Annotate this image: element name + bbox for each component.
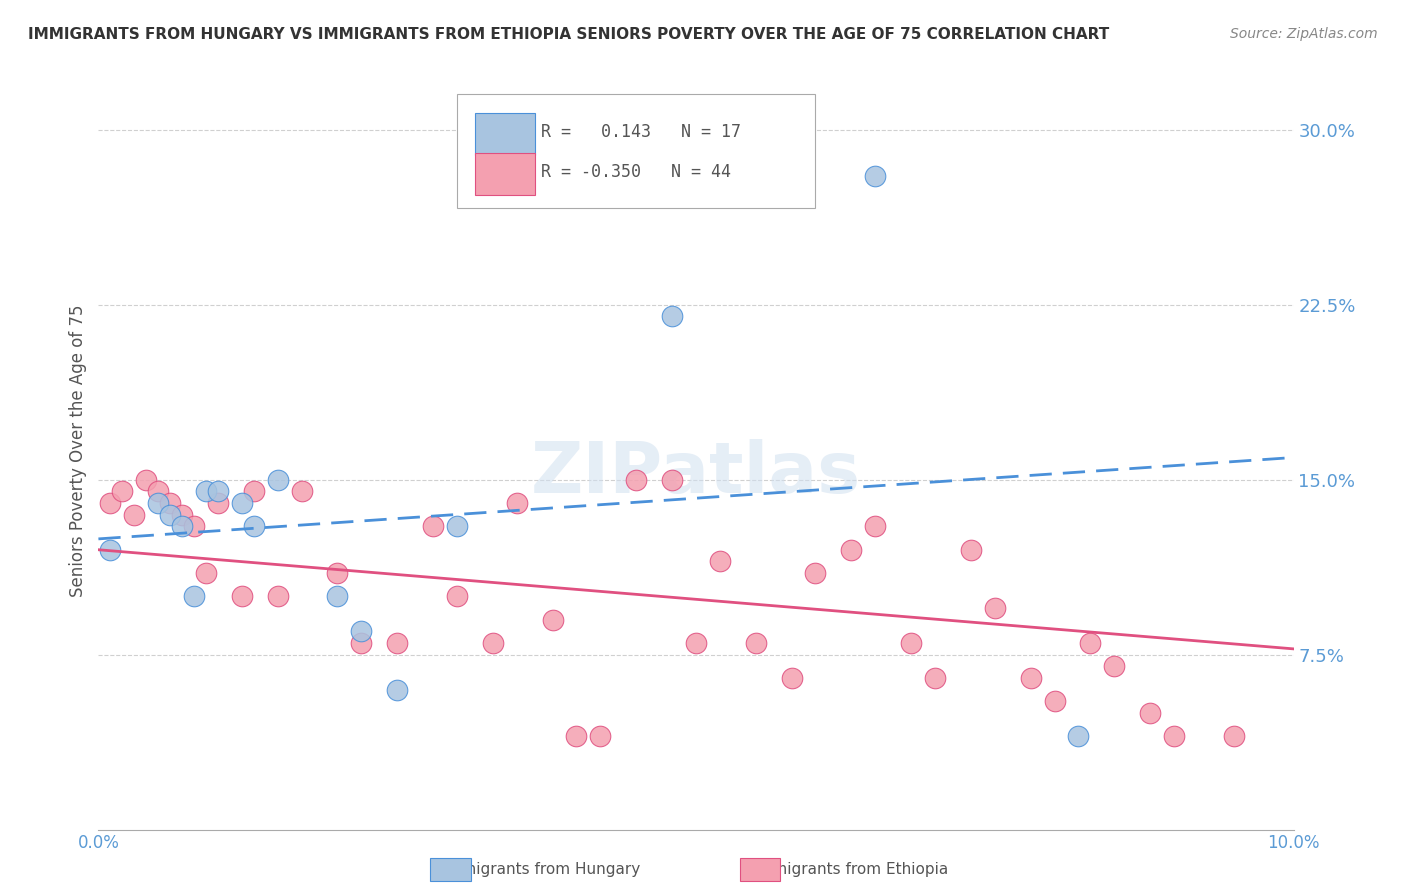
Point	[446, 589, 468, 603]
Text: IMMIGRANTS FROM HUNGARY VS IMMIGRANTS FROM ETHIOPIA SENIORS POVERTY OVER THE AGE: IMMIGRANTS FROM HUNGARY VS IMMIGRANTS FR…	[28, 27, 1109, 42]
Point	[159, 508, 181, 522]
Point	[1067, 729, 1090, 743]
Point	[1223, 729, 1246, 743]
Point	[183, 589, 205, 603]
Point	[589, 729, 612, 743]
Point	[565, 729, 588, 743]
Point	[98, 496, 122, 510]
Point	[865, 169, 887, 184]
Point	[446, 519, 468, 533]
Point	[1163, 729, 1185, 743]
Point	[481, 636, 505, 650]
Point	[685, 636, 707, 650]
Point	[385, 682, 409, 697]
Point	[183, 519, 205, 533]
Text: R = -0.350   N = 44: R = -0.350 N = 44	[540, 163, 731, 181]
Point	[661, 473, 683, 487]
Point	[422, 519, 444, 533]
Point	[1043, 694, 1066, 708]
FancyBboxPatch shape	[475, 113, 534, 155]
Point	[231, 496, 253, 510]
Point	[350, 636, 373, 650]
Point	[1104, 659, 1126, 673]
Point	[207, 496, 229, 510]
Point	[159, 496, 181, 510]
Point	[207, 484, 229, 499]
Point	[1019, 671, 1042, 685]
Point	[111, 484, 134, 499]
Point	[267, 589, 290, 603]
Point	[172, 508, 194, 522]
Point	[506, 496, 529, 510]
Point	[865, 519, 887, 533]
Point	[709, 554, 731, 568]
Point	[900, 636, 922, 650]
Text: R =   0.143   N = 17: R = 0.143 N = 17	[540, 123, 741, 141]
Point	[243, 484, 266, 499]
Point	[135, 473, 157, 487]
Y-axis label: Seniors Poverty Over the Age of 75: Seniors Poverty Over the Age of 75	[69, 304, 87, 597]
Text: ZIPatlas: ZIPatlas	[531, 439, 860, 508]
Point	[1139, 706, 1161, 720]
Text: Immigrants from Ethiopia: Immigrants from Ethiopia	[754, 863, 948, 877]
Point	[194, 566, 218, 580]
Point	[267, 473, 290, 487]
Point	[326, 566, 349, 580]
Point	[194, 484, 218, 499]
Point	[124, 508, 146, 522]
Text: Immigrants from Hungary: Immigrants from Hungary	[441, 863, 641, 877]
Point	[624, 473, 647, 487]
Point	[924, 671, 946, 685]
Point	[326, 589, 349, 603]
Point	[960, 542, 983, 557]
Point	[290, 484, 312, 499]
Point	[841, 542, 863, 557]
Point	[745, 636, 768, 650]
Point	[1080, 636, 1102, 650]
Point	[98, 542, 122, 557]
FancyBboxPatch shape	[457, 95, 815, 208]
Point	[148, 496, 170, 510]
FancyBboxPatch shape	[475, 153, 534, 195]
Point	[385, 636, 409, 650]
Point	[148, 484, 170, 499]
Point	[804, 566, 827, 580]
Point	[350, 624, 373, 639]
Point	[231, 589, 253, 603]
Text: Source: ZipAtlas.com: Source: ZipAtlas.com	[1230, 27, 1378, 41]
Point	[780, 671, 803, 685]
Point	[243, 519, 266, 533]
Point	[172, 519, 194, 533]
Point	[661, 310, 683, 324]
Point	[983, 601, 1005, 615]
Point	[541, 613, 564, 627]
